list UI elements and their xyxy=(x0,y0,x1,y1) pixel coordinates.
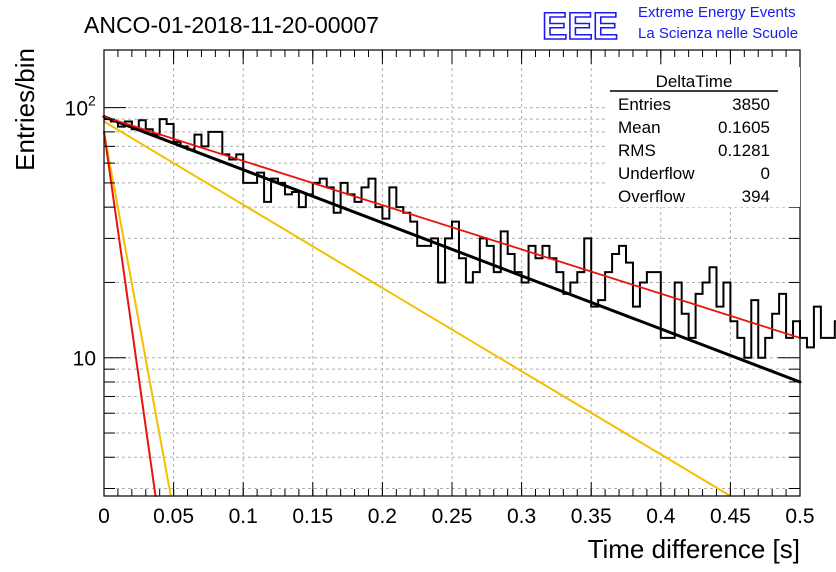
y-tick-label-exponent: 2 xyxy=(88,93,96,109)
fit-line-red-upper-fit xyxy=(103,115,801,339)
chart-title: ANCO-01-2018-11-20-00007 xyxy=(84,12,379,38)
x-tick-label: 0.4 xyxy=(646,505,676,528)
y-tick-label: 10 xyxy=(65,98,88,121)
histogram-steps xyxy=(104,118,836,359)
stats-row-label: Overflow xyxy=(618,187,686,206)
fit-line-yellow-middle xyxy=(103,120,732,497)
x-tick-label: 0.05 xyxy=(153,505,194,528)
logo-line-2: La Scienza nelle Scuole xyxy=(638,25,798,42)
x-tick-label: 0.15 xyxy=(292,505,333,528)
x-tick-label: 0.25 xyxy=(432,505,473,528)
stats-row-label: Entries xyxy=(618,95,671,114)
x-tick-label: 0.45 xyxy=(710,505,751,528)
x-tick-label: 0.3 xyxy=(507,505,536,528)
y-axis-label: Entries/bin xyxy=(10,48,40,171)
stats-box-title: DeltaTime xyxy=(656,72,733,91)
eee-logo: EEE Extreme Energy Events La Scienza nel… xyxy=(541,4,798,49)
stats-row-value: 394 xyxy=(742,187,770,206)
stats-row-value: 0 xyxy=(761,164,770,183)
fit-line-black-fit xyxy=(102,115,802,384)
fit-line-yellow-steep xyxy=(103,130,172,497)
eee-logo-mark: EEE xyxy=(542,6,618,48)
stats-rows: Entries 3850 Mean 0.1605 RMS 0.1281 Underflow 0… xyxy=(618,95,770,206)
plot-lines xyxy=(102,115,836,497)
x-tick-label: 0.1 xyxy=(229,505,258,528)
plot-frame xyxy=(103,49,801,497)
x-tick-label: 0.2 xyxy=(368,505,397,528)
logo-line-1: Extreme Energy Events xyxy=(638,4,796,21)
y-tick-label: 10 xyxy=(73,348,96,371)
x-tick-label: 0.5 xyxy=(785,505,814,528)
fit-line-red-steep xyxy=(103,130,157,497)
stats-row-value: 0.1605 xyxy=(718,118,770,137)
stats-box: DeltaTime Entries 3850 Mean 0.1605 RMS 0.1281… xyxy=(608,67,800,207)
x-tick-label: 0 xyxy=(98,505,110,528)
x-tick-label: 0.35 xyxy=(571,505,612,528)
grid-lines xyxy=(104,50,800,496)
stats-row-value: 0.1281 xyxy=(718,141,770,160)
x-axis-label: Time difference [s] xyxy=(588,534,800,564)
x-tick-labels: 0 0.05 0.1 0.15 0.2 0.25 0.3 0.35 0.4 0.45 0.5 xyxy=(98,505,814,528)
stats-row-value: 3850 xyxy=(732,95,770,114)
stats-row-label: RMS xyxy=(618,141,656,160)
stats-row-label: Mean xyxy=(618,118,661,137)
stats-row-label: Underflow xyxy=(618,164,695,183)
